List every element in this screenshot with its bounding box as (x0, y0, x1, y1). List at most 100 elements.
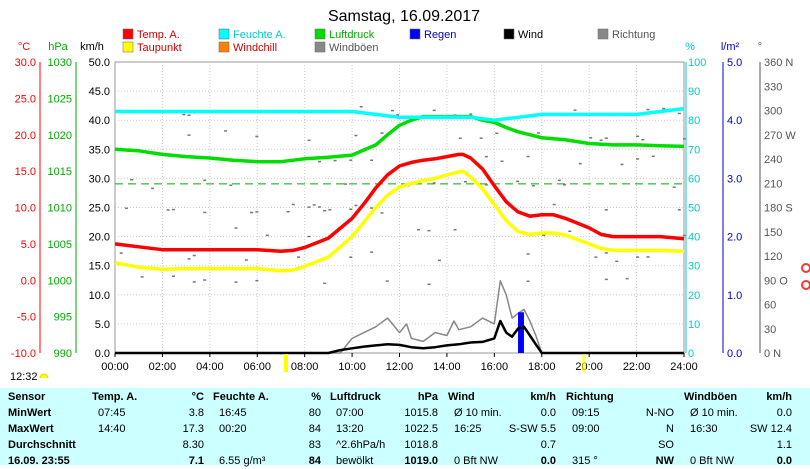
stats-header: Sensor (8, 391, 46, 403)
stats-cell-value: N-NO (645, 407, 674, 419)
axis-tick-humidity: 0 (688, 348, 694, 360)
direction-dot (557, 179, 561, 182)
series-layer (114, 106, 685, 355)
stats-header: Windböen (684, 391, 738, 403)
stats-cell-value: 17.3 (182, 423, 204, 435)
direction-dot (370, 207, 374, 209)
series-line-luftdruck (114, 114, 685, 164)
stats-row-label: MinWert (8, 407, 52, 419)
stats-cell-label: 16:45 (219, 407, 247, 419)
direction-dot (662, 107, 666, 110)
direction-dot (542, 234, 546, 237)
axis-tick-direction: 300 (764, 106, 782, 118)
stats-col-windboen: Windböen km/h Ø 10 min. 0.0 16:30 SW 12.4 1.1 0… (684, 388, 792, 467)
x-tick-label: 16:00 (481, 361, 509, 373)
axis-tick-temp: -5.0 (17, 312, 36, 324)
direction-dot (187, 134, 191, 136)
direction-dot (380, 212, 384, 214)
stats-cell-value: 84 (308, 423, 321, 435)
axis-tick-wind: 5.0 (95, 319, 110, 331)
axis-tick-wind: 45.0 (89, 86, 110, 98)
direction-dot (333, 159, 337, 162)
direction-dot (312, 204, 316, 206)
axis-tick-wind: 15.0 (89, 261, 110, 273)
axis-tick-direction: 90 O (764, 275, 788, 287)
direction-dot (187, 258, 191, 260)
direction-dot (526, 155, 530, 158)
direction-dot (646, 256, 650, 258)
direction-dot (171, 208, 175, 211)
direction-dot (458, 137, 462, 140)
direction-dot (192, 281, 196, 283)
direction-dot (354, 204, 358, 207)
direction-dot (255, 135, 259, 138)
stats-row-label: 16.09. 23:55 (8, 455, 70, 467)
stats-unit: °C (191, 391, 204, 403)
direction-dot (203, 211, 207, 214)
stats-cell-value: SO (658, 439, 674, 451)
direction-dot (604, 278, 608, 281)
direction-dot (469, 113, 473, 115)
stats-cell-label: bewölkt (336, 455, 374, 467)
stats-row-label: MaxWert (8, 423, 54, 435)
direction-dot (255, 211, 259, 213)
axis-tick-direction: 60 (764, 300, 776, 312)
stats-cell-value: N (666, 423, 674, 435)
weather-chart: Samstag, 16.09.2017 Temp. A. Feuchte A. Lu… (10, 8, 810, 378)
stats-col-sensor: Sensor MinWert MaxWert Durchschnitt 16.0… (8, 388, 86, 467)
axis-tick-direction: 360 N (764, 57, 793, 69)
stats-cell-value: SW 12.4 (749, 423, 792, 435)
direction-dot (625, 277, 629, 280)
axis-tick-wind: 35.0 (89, 144, 110, 156)
direction-dot (573, 109, 577, 111)
direction-dot (537, 132, 541, 134)
direction-dot (479, 137, 483, 139)
direction-dot (359, 105, 363, 108)
axes: 00:00 02:00 04:00 06:00 08:00 10:00 12:00 14:00… (11, 41, 796, 373)
direction-dot (651, 155, 655, 158)
direction-dot (203, 279, 207, 281)
direction-dot (604, 209, 608, 211)
direction-dot (599, 139, 603, 142)
stats-header: Feuchte A. (213, 391, 269, 403)
series-line-feuchte-a- (115, 106, 685, 122)
axis-tick-wind: 20.0 (89, 232, 110, 244)
direction-dot (526, 253, 530, 255)
stats-cell-label: ^2.6hPa/h (336, 439, 386, 451)
rain-bar (518, 312, 524, 353)
direction-dot (307, 235, 311, 238)
x-tick-label: 10:00 (338, 361, 366, 373)
stats-cell-label: 315 ° (572, 455, 598, 467)
direction-dot (380, 132, 384, 134)
stats-cell-value: 8.30 (182, 439, 204, 451)
direction-dot (453, 228, 457, 231)
chart-legend: Temp. A. Feuchte A. Luftdruck Regen Wind Rich… (122, 28, 655, 54)
direction-dot (192, 254, 196, 257)
axis-tick-humidity: 10 (688, 319, 700, 331)
x-tick-label: 18:00 (528, 361, 556, 373)
sun-marker-icon (39, 373, 49, 378)
direction-dot (484, 155, 488, 158)
direction-dot (307, 206, 311, 208)
direction-dot (265, 234, 269, 237)
stats-col-luftdruck: Luftdruck hPa 07:00 1015.8 13:20 1022.5 ^2.6hP… (330, 388, 438, 467)
axis-tick-rain: 0.0 (727, 348, 742, 360)
direction-dot (432, 182, 436, 184)
stats-cell-label: 16:25 (454, 423, 482, 435)
axis-tick-temp: 25.0 (15, 93, 36, 105)
axis-tick-temp: 10.0 (15, 203, 36, 215)
direction-dot (636, 256, 640, 258)
stats-unit: km/h (530, 391, 556, 403)
axis-unit-wind: km/h (80, 41, 104, 53)
stats-cell-value: 83 (308, 439, 321, 451)
legend-label: Richtung (612, 29, 655, 41)
axis-unit-rain: l/m² (721, 41, 740, 53)
direction-dot (317, 206, 321, 208)
direction-dot (370, 159, 374, 162)
legend-label: Wind (518, 29, 543, 41)
axis-tick-direction: 30 (764, 324, 776, 336)
direction-dot (255, 279, 259, 282)
x-tick-label: 20:00 (575, 361, 603, 373)
direction-dot (224, 130, 228, 132)
axis-tick-wind: 10.0 (89, 290, 110, 302)
